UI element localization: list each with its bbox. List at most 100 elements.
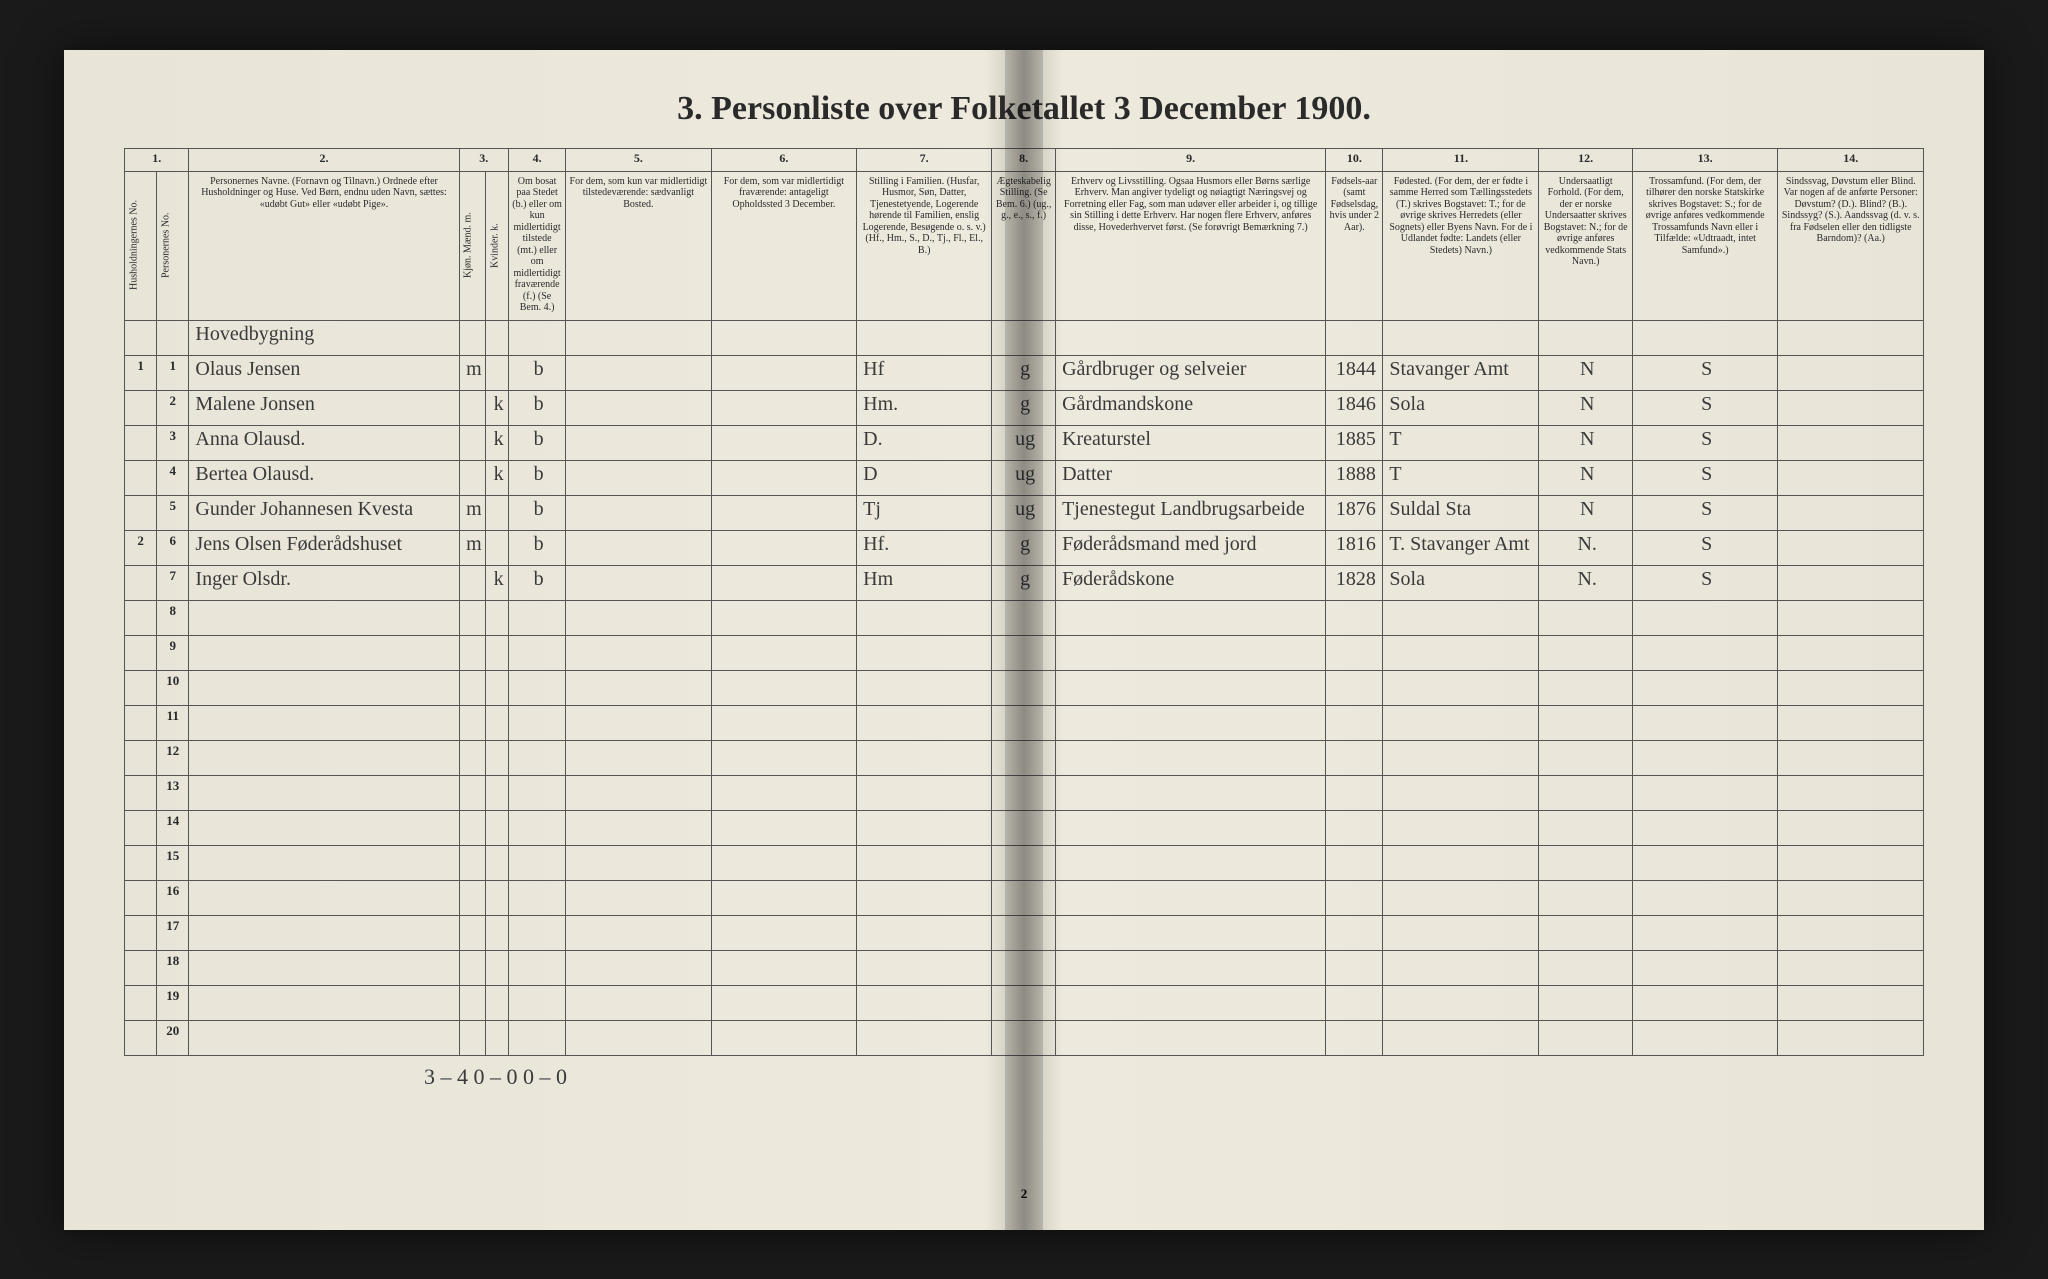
cell-empty	[711, 915, 856, 950]
cell-res: b	[509, 355, 566, 390]
cell-empty	[992, 950, 1056, 985]
cell-empty	[1326, 1020, 1383, 1055]
cell-empty	[189, 705, 459, 740]
cell-empty	[459, 670, 486, 705]
cell-empty	[1056, 740, 1326, 775]
cell-empty	[1383, 635, 1539, 670]
cell-empty: 13	[157, 775, 189, 810]
cell-empty	[1056, 670, 1326, 705]
colnum-6: 6.	[711, 148, 856, 171]
cell-col6	[711, 565, 856, 600]
cell-hh	[125, 390, 157, 425]
cell-empty	[1383, 880, 1539, 915]
cell-empty	[1383, 670, 1539, 705]
cell-empty	[1539, 775, 1633, 810]
cell-empty	[1778, 635, 1924, 670]
header-row: Husholdningernes No. Personernes No. Per…	[125, 171, 1924, 320]
cell-occ: Føderådskone	[1056, 565, 1326, 600]
table-row: 2Malene JonsenkbHm.gGårdmandskone1846Sol…	[125, 390, 1924, 425]
colnum-1: 1.	[125, 148, 189, 171]
cell-nat: N	[1539, 460, 1633, 495]
cell-empty	[566, 845, 711, 880]
cell-k: k	[486, 390, 509, 425]
census-paper: 3. Personliste over Folketallet 3 Decemb…	[64, 50, 1984, 1230]
cell-empty	[509, 880, 566, 915]
cell-hh: 2	[125, 530, 157, 565]
cell-m	[459, 460, 486, 495]
cell-empty	[1778, 775, 1924, 810]
cell-empty	[711, 670, 856, 705]
cell-col6	[711, 390, 856, 425]
cell-empty	[189, 845, 459, 880]
cell-empty	[1632, 600, 1777, 635]
cell-k: k	[486, 565, 509, 600]
cell-res: b	[509, 530, 566, 565]
cell-empty	[189, 915, 459, 950]
cell-nat: N	[1539, 495, 1633, 530]
hdr-13: Trossamfund. (For dem, der tilhører den …	[1632, 171, 1777, 320]
cell-birthplace: Sola	[1383, 565, 1539, 600]
cell-birthplace: T	[1383, 425, 1539, 460]
cell-empty	[509, 670, 566, 705]
cell-empty	[1632, 915, 1777, 950]
cell-res: b	[509, 460, 566, 495]
cell-empty	[1539, 600, 1633, 635]
colnum-13: 13.	[1632, 148, 1777, 171]
cell-empty	[1632, 880, 1777, 915]
cell-col14	[1778, 425, 1924, 460]
cell-empty	[459, 635, 486, 670]
cell-col6	[711, 495, 856, 530]
cell-pn: 5	[157, 495, 189, 530]
colnum-row: 1. 2. 3. 4. 5. 6. 7. 8. 9. 10. 11. 12. 1…	[125, 148, 1924, 171]
cell-name: Gunder Johannesen Kvesta	[189, 495, 459, 530]
cell-col14	[1778, 495, 1924, 530]
cell-empty	[1383, 600, 1539, 635]
cell-empty	[857, 705, 992, 740]
cell-empty	[459, 810, 486, 845]
cell-empty	[857, 670, 992, 705]
cell-empty	[1778, 600, 1924, 635]
cell-hh: 1	[125, 355, 157, 390]
cell-birthplace: Suldal Sta	[1383, 495, 1539, 530]
cell-birthplace: Sola	[1383, 390, 1539, 425]
cell-empty: 18	[157, 950, 189, 985]
cell-empty	[1539, 950, 1633, 985]
cell-empty	[509, 985, 566, 1020]
cell-empty	[857, 915, 992, 950]
cell-empty	[1778, 915, 1924, 950]
cell-empty	[566, 985, 711, 1020]
cell-fam: Hf	[857, 355, 992, 390]
cell-empty	[486, 810, 509, 845]
cell-empty: 19	[157, 985, 189, 1020]
cell-empty	[509, 635, 566, 670]
cell-empty	[1539, 1020, 1633, 1055]
cell-m: m	[459, 495, 486, 530]
cell-col5	[566, 355, 711, 390]
heading-note-row: Hovedbygning	[125, 320, 1924, 355]
cell-empty	[1778, 740, 1924, 775]
cell-empty	[125, 810, 157, 845]
hdr-9: Erhverv og Livsstilling. Ogsaa Husmors e…	[1056, 171, 1326, 320]
cell-col6	[711, 530, 856, 565]
cell-year: 1885	[1326, 425, 1383, 460]
cell-empty	[857, 810, 992, 845]
cell-empty	[486, 845, 509, 880]
ledger-body: Hovedbygning 11Olaus JensenmbHfgGårdbrug…	[125, 320, 1924, 1055]
cell-empty	[992, 705, 1056, 740]
cell-empty	[711, 600, 856, 635]
cell-empty	[189, 670, 459, 705]
cell-empty	[1632, 1020, 1777, 1055]
cell-empty	[125, 985, 157, 1020]
cell-name: Bertea Olausd.	[189, 460, 459, 495]
cell-empty	[486, 635, 509, 670]
table-row-empty: 19	[125, 985, 1924, 1020]
cell-rel: S	[1632, 460, 1777, 495]
cell-pn: 2	[157, 390, 189, 425]
colnum-2: 2.	[189, 148, 459, 171]
cell-empty	[459, 950, 486, 985]
cell-empty	[857, 635, 992, 670]
cell-k: k	[486, 460, 509, 495]
table-row-empty: 20	[125, 1020, 1924, 1055]
cell-empty	[1539, 705, 1633, 740]
cell-empty	[486, 740, 509, 775]
